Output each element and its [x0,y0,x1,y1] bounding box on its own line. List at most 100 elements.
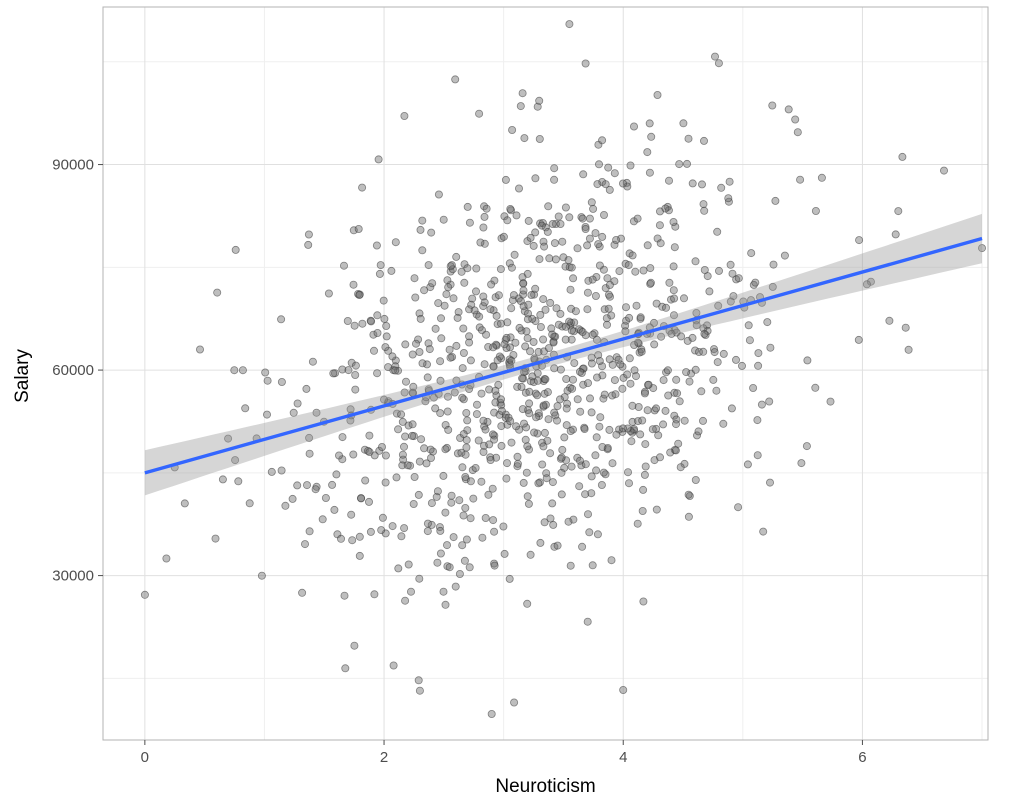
data-point [688,333,697,342]
data-point [404,560,413,569]
data-point [771,196,780,205]
data-point [576,367,585,376]
data-point [548,478,557,487]
data-point [539,401,548,410]
data-point [669,217,678,226]
data-point [978,244,987,253]
data-point [366,527,375,536]
data-point [713,358,722,367]
data-point [409,382,418,391]
data-point [525,399,534,408]
data-point [479,223,488,232]
data-point [699,200,708,209]
data-point [567,462,576,471]
data-point [601,180,610,189]
data-point [811,206,820,215]
data-point [486,305,495,314]
y-axis-title: Salary [12,349,33,403]
data-point [692,321,701,330]
data-point [398,461,407,470]
data-point [591,291,600,300]
data-point [414,335,423,344]
data-point [443,392,452,401]
data-point [394,425,403,434]
data-point [714,301,723,310]
data-point [428,279,437,288]
data-point [437,334,446,343]
data-point [562,374,571,383]
data-point [548,219,557,228]
data-point [443,407,452,416]
data-point [418,216,427,225]
data-point [575,482,584,491]
data-point [715,266,724,275]
data-point [699,416,708,425]
data-point [499,232,508,241]
data-point [281,501,290,510]
data-point [533,391,542,400]
data-point [625,479,634,488]
data-point [482,204,491,213]
data-point [436,409,445,418]
data-point [603,320,612,329]
data-point [414,676,423,685]
data-point [537,221,546,230]
data-point [417,435,426,444]
data-point [382,332,391,341]
data-point [643,241,652,250]
data-point [470,306,479,315]
data-point [561,335,570,344]
data-point [684,134,693,143]
y-tick-label: 30000 [52,568,94,585]
data-point [619,686,628,695]
data-point [655,221,664,230]
data-point [329,369,338,378]
data-point [536,322,545,331]
data-point [608,360,617,369]
data-point [603,274,612,283]
data-point [505,259,514,268]
data-point [709,375,718,384]
data-point [494,291,503,300]
data-points [140,20,987,719]
data-point [358,183,367,192]
data-point [567,326,576,335]
data-point [747,249,756,258]
data-point [517,382,526,391]
data-point [680,416,689,425]
data-point [541,305,550,314]
data-point [894,207,903,216]
data-point [459,511,468,520]
data-point [452,341,461,350]
data-point [508,126,517,135]
data-point [567,304,576,313]
data-point [349,226,358,235]
data-point [458,393,467,402]
data-point [719,349,728,358]
data-point [293,399,302,408]
data-point [652,299,661,308]
data-point [710,345,719,354]
data-point [506,204,515,213]
data-point [543,227,552,236]
data-point [682,368,691,377]
data-point [539,442,548,451]
data-point [652,505,661,514]
data-point [334,451,343,460]
data-point [502,343,511,352]
data-point [602,314,611,323]
data-point [543,388,552,397]
data-point [626,161,635,170]
data-point [381,451,390,460]
data-point [509,291,518,300]
data-point [598,136,607,145]
data-point [495,410,504,419]
data-point [415,574,424,583]
data-point [531,174,540,183]
data-point [636,313,645,322]
data-point [530,428,539,437]
data-point [540,242,549,251]
data-point [557,490,566,499]
data-point [780,251,789,260]
data-point [373,311,382,320]
